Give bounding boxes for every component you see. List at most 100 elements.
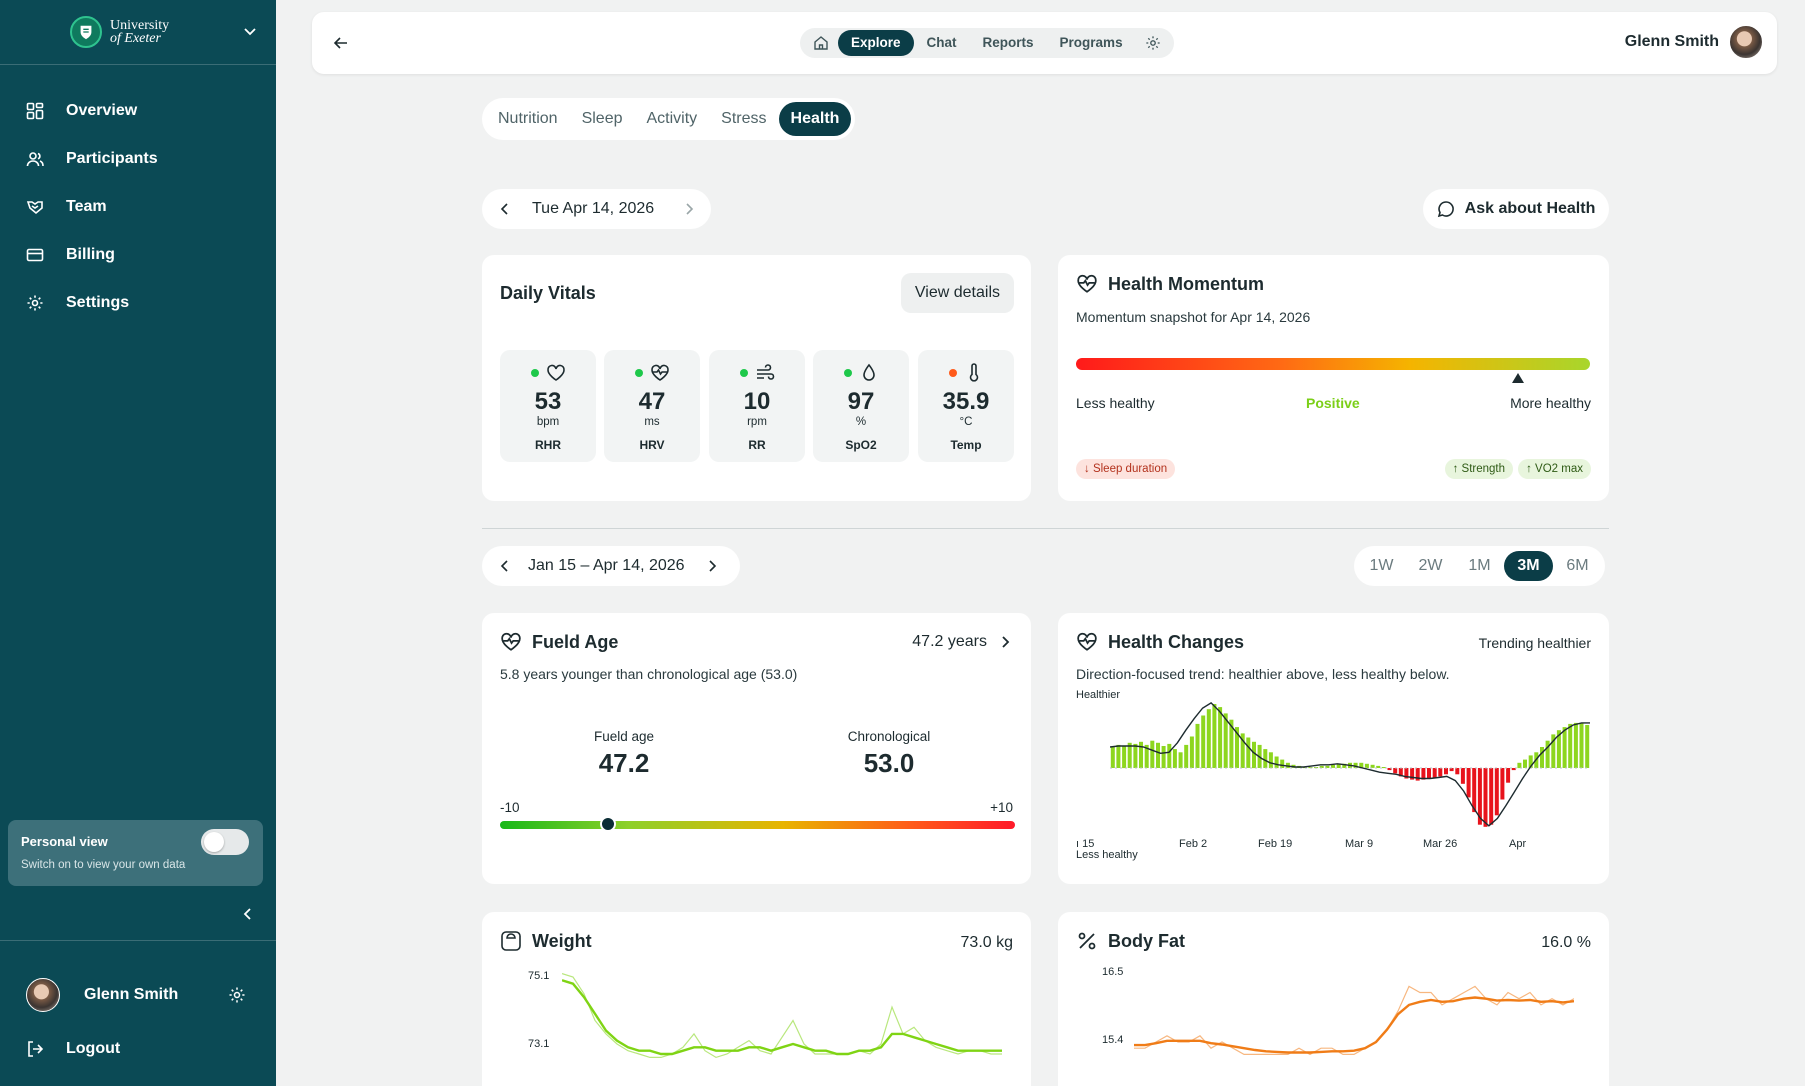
positive-bar	[1325, 765, 1330, 768]
positive-bar	[1139, 741, 1143, 769]
health-changes-card: Health Changes Trending healthier Direct…	[1058, 613, 1609, 884]
negative-bar	[1455, 768, 1460, 775]
logout-button[interactable]: Logout	[26, 1040, 120, 1058]
positive-bar	[1246, 737, 1251, 768]
percent-icon	[1078, 932, 1096, 950]
range-option-1w[interactable]: 1W	[1369, 557, 1394, 574]
x-tick-label: Feb 2	[1179, 838, 1208, 850]
vital-hrv[interactable]: 47 ms HRV	[604, 350, 700, 462]
weight-y-top: 75.1	[528, 970, 550, 982]
nav-tab-chat[interactable]: Chat	[926, 35, 957, 50]
vital-label: SpO2	[845, 438, 877, 452]
body-fat-chart	[1134, 985, 1574, 1056]
sidebar-user[interactable]: Glenn Smith	[0, 941, 276, 1049]
negative-bar	[1460, 768, 1465, 784]
gear-icon[interactable]	[228, 986, 246, 1004]
chevron-left-icon[interactable]	[498, 202, 512, 216]
x-tick-label: Apr	[1509, 838, 1527, 850]
momentum-marker	[1512, 373, 1525, 383]
day-picker-label[interactable]: Tue Apr 14, 2026	[532, 200, 655, 217]
nav-tab-programs[interactable]: Programs	[1059, 35, 1123, 50]
tab-health[interactable]: Health	[778, 102, 852, 136]
tab-activity[interactable]: Activity	[646, 110, 698, 127]
top-nav: Explore Chat Reports Programs	[800, 28, 1174, 58]
org-switcher[interactable]: University of Exeter	[0, 0, 276, 65]
chronological-number: 53.0	[863, 748, 915, 778]
sidebar-item-settings[interactable]: Settings	[0, 279, 276, 327]
vital-value: 53	[534, 388, 562, 415]
weight-card: Weight 73.0 kg 75.1 73.1	[482, 912, 1031, 1086]
positive-bar	[1201, 715, 1206, 768]
heart-pulse-icon	[1077, 632, 1097, 651]
positive-bar	[1568, 723, 1573, 768]
positive-bar	[1523, 759, 1527, 768]
chevron-right-icon[interactable]	[705, 559, 719, 573]
positive-bar	[1189, 736, 1194, 768]
university-logo-icon	[70, 16, 102, 48]
chevron-left-icon[interactable]	[498, 559, 512, 573]
range-date-picker: Jan 15 – Apr 14, 2026	[482, 546, 740, 586]
personal-view-title: Personal view	[21, 834, 108, 849]
ask-health-button[interactable]: Ask about Health	[1423, 189, 1609, 229]
range-date-label[interactable]: Jan 15 – Apr 14, 2026	[528, 557, 685, 574]
smoothed-series-line	[1134, 996, 1574, 1054]
positive-bar	[1540, 747, 1544, 768]
sidebar-item-participants[interactable]: Participants	[0, 135, 276, 183]
view-details-button[interactable]: View details	[900, 273, 1014, 313]
fueld-age-details-link[interactable]: 47.2 years	[912, 633, 1013, 651]
tab-stress[interactable]: Stress	[721, 110, 767, 127]
positive-bar	[1127, 742, 1132, 768]
positive-bar	[1353, 762, 1358, 769]
positive-bar	[1167, 743, 1172, 768]
less-healthy-label: Less healthy	[1076, 849, 1138, 861]
range-option-1m[interactable]: 1M	[1468, 557, 1491, 574]
thermometer-icon	[969, 363, 978, 382]
smoothed-series-line	[562, 979, 1002, 1056]
positive-bar	[1178, 752, 1183, 769]
personal-view-toggle[interactable]	[201, 829, 249, 855]
nav-tab-explore[interactable]: Explore	[838, 30, 914, 56]
positive-bar	[1252, 741, 1256, 769]
chip-sleep-duration[interactable]: ↓ Sleep duration	[1076, 459, 1176, 479]
sidebar-item-team[interactable]: Team	[0, 183, 276, 231]
sidebar-item-overview[interactable]: Overview	[0, 87, 276, 135]
range-option-2w[interactable]: 2W	[1418, 557, 1443, 574]
negative-bar	[1449, 768, 1454, 772]
vital-rhr[interactable]: 53 bpm RHR	[500, 350, 596, 462]
credit-card-icon	[26, 248, 44, 262]
chat-bubble-icon	[1437, 201, 1454, 218]
scale-min-label: -10	[500, 800, 520, 815]
home-button[interactable]	[804, 30, 838, 56]
tab-nutrition[interactable]: Nutrition	[498, 110, 558, 127]
vital-label: RHR	[535, 438, 561, 452]
top-user-menu[interactable]: Glenn Smith	[1625, 25, 1763, 59]
sidebar-item-label: Settings	[66, 294, 130, 311]
health-momentum-card: Health Momentum Momentum snapshot for Ap…	[1058, 255, 1609, 501]
vital-value: 10	[743, 388, 771, 415]
fueld-age-marker	[600, 816, 617, 832]
scale-max-label: +10	[990, 800, 1013, 815]
section-divider	[482, 528, 1609, 529]
back-arrow-icon[interactable]	[332, 34, 350, 52]
tab-sleep[interactable]: Sleep	[581, 110, 623, 127]
chip-vo2-max[interactable]: ↑ VO2 max	[1518, 459, 1591, 479]
sidebar-item-billing[interactable]: Billing	[0, 231, 276, 279]
heart-icon	[546, 364, 565, 381]
settings-button[interactable]	[1136, 30, 1170, 56]
negative-bar	[1494, 768, 1499, 816]
vital-temp[interactable]: 35.9 °C Temp	[918, 350, 1014, 462]
chevron-right-icon[interactable]	[682, 202, 696, 216]
vital-rr[interactable]: 10 rpm RR	[709, 350, 805, 462]
chevron-down-icon[interactable]	[242, 23, 258, 39]
positive-bar	[1585, 725, 1590, 768]
sidebar-nav: Overview Participants Team Billing Setti…	[0, 65, 276, 327]
range-option-6m[interactable]: 6M	[1566, 557, 1589, 574]
vital-spo2[interactable]: 97 % SpO2	[813, 350, 909, 462]
body-fat-value: 16.0 %	[1541, 934, 1591, 951]
chip-strength[interactable]: ↑ Strength	[1444, 459, 1513, 479]
collapse-sidebar-icon[interactable]	[240, 906, 256, 922]
nav-tab-reports[interactable]: Reports	[982, 35, 1034, 50]
body-fat-y-bottom: 15.4	[1102, 1034, 1124, 1046]
x-tick-label: Mar 26	[1423, 838, 1458, 850]
range-option-3m[interactable]: 3M	[1504, 551, 1553, 581]
